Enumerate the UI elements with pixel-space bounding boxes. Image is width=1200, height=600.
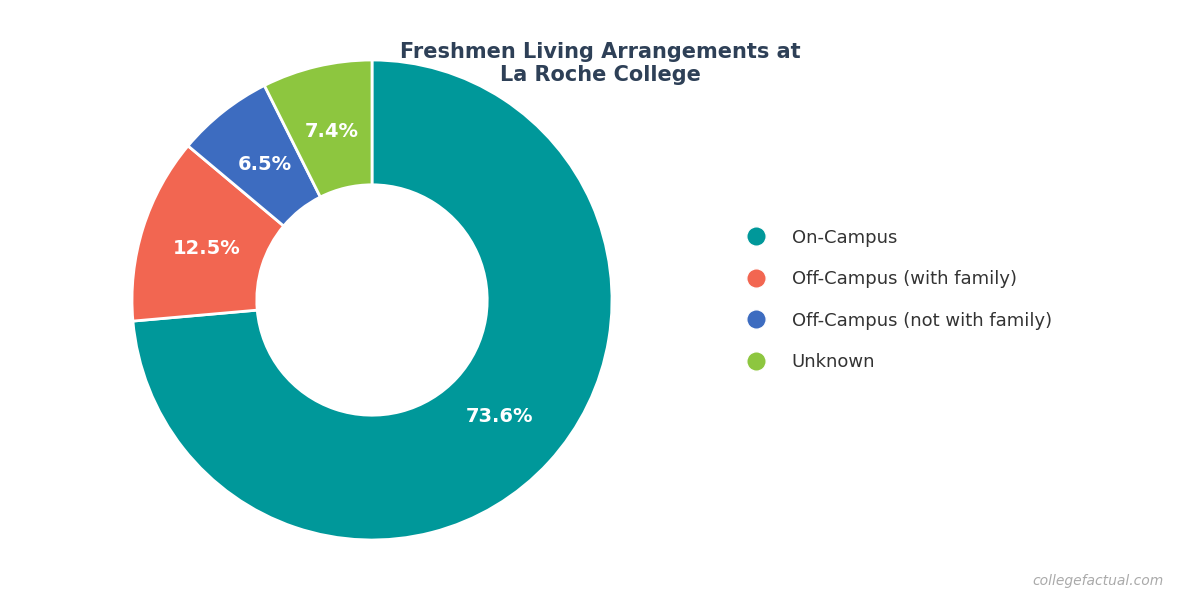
Text: 73.6%: 73.6%	[466, 407, 533, 426]
Wedge shape	[132, 146, 283, 321]
Text: Freshmen Living Arrangements at
La Roche College: Freshmen Living Arrangements at La Roche…	[400, 42, 800, 85]
Text: 6.5%: 6.5%	[238, 155, 292, 174]
Wedge shape	[264, 60, 372, 197]
Wedge shape	[188, 85, 320, 226]
Text: 7.4%: 7.4%	[305, 122, 359, 142]
Legend: On-Campus, Off-Campus (with family), Off-Campus (not with family), Unknown: On-Campus, Off-Campus (with family), Off…	[731, 221, 1058, 379]
Wedge shape	[133, 60, 612, 540]
Text: 12.5%: 12.5%	[173, 239, 241, 257]
Text: collegefactual.com: collegefactual.com	[1033, 574, 1164, 588]
